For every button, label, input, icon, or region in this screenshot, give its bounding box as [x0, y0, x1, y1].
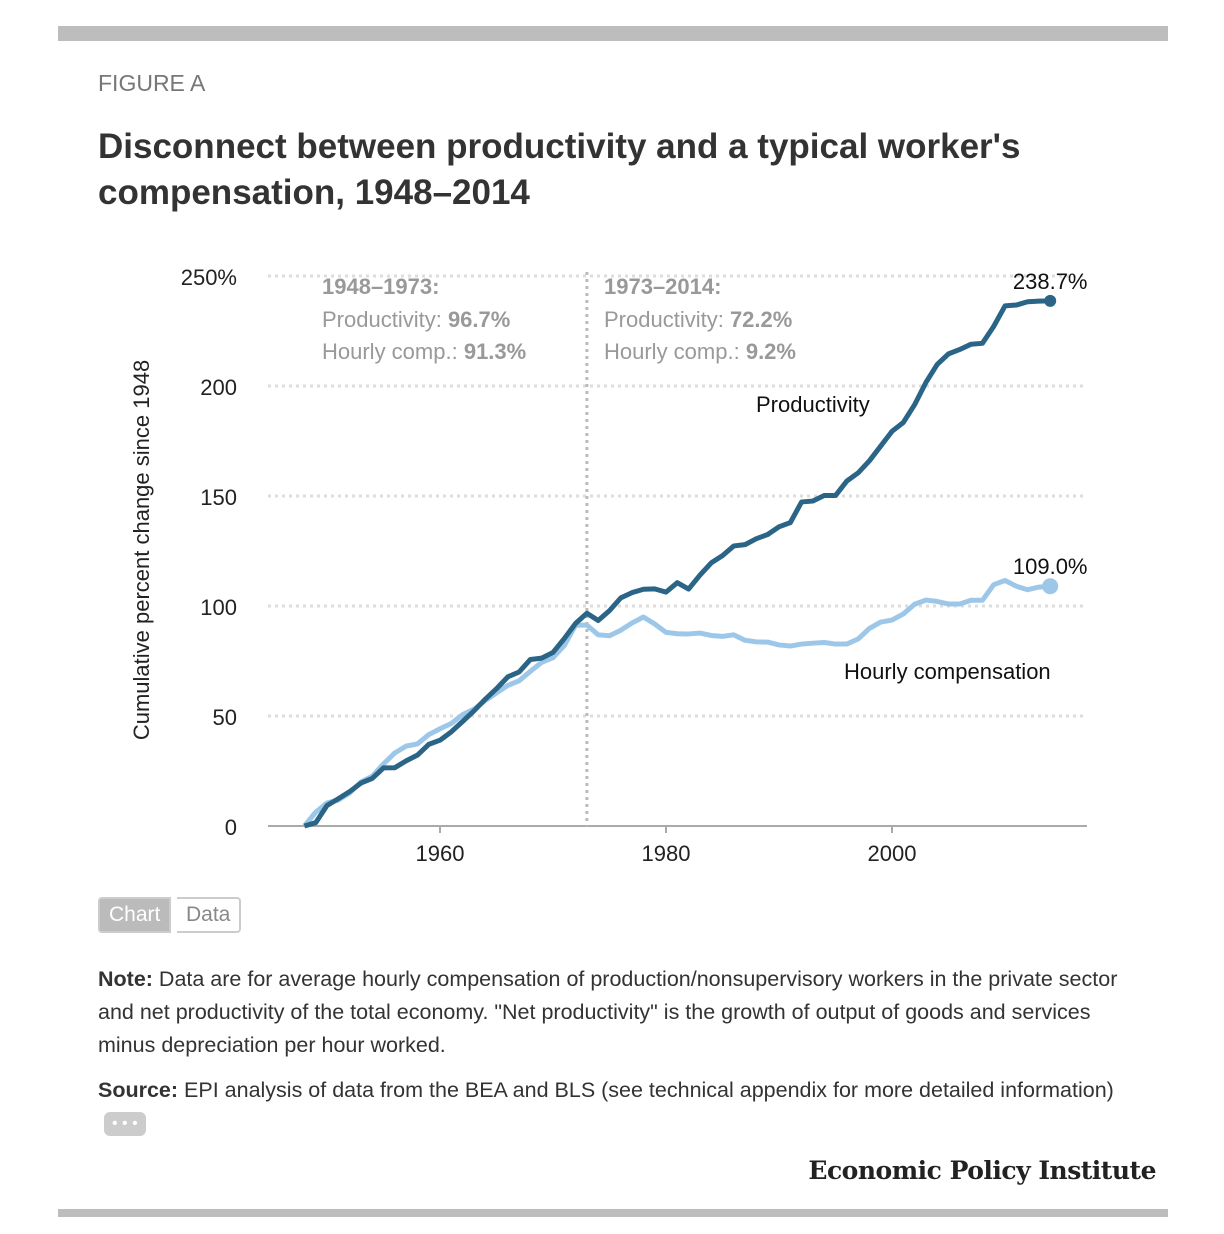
period-compensation: Hourly comp.: 9.2% — [604, 339, 796, 364]
x-tick-label: 2000 — [868, 841, 917, 866]
y-tick-label: 100 — [200, 595, 237, 620]
tab-data[interactable]: Data — [177, 897, 242, 933]
y-tick-label: 200 — [200, 375, 237, 400]
y-axis-label: Cumulative percent change since 1948 — [129, 360, 154, 740]
period-productivity: Productivity: 72.2% — [604, 307, 792, 332]
x-tick-label: 1960 — [416, 841, 465, 866]
series-line-productivity — [303, 298, 1051, 829]
bottom-rule — [58, 1209, 1168, 1217]
series-label-compensation: Hourly compensation — [844, 659, 1051, 684]
more-button[interactable]: • • • — [104, 1112, 146, 1137]
y-tick-label: 0 — [225, 815, 237, 840]
note-text: Data are for average hourly compensation… — [98, 967, 1118, 1057]
y-tick-label: 250% — [181, 265, 237, 290]
series-line-compensation — [302, 577, 1051, 828]
y-tick-label: 50 — [213, 705, 237, 730]
period-heading: 1948–1973: — [322, 274, 439, 299]
end-label: 238.7% — [1013, 269, 1088, 294]
x-tick-label: 1980 — [642, 841, 691, 866]
series-label-productivity: Productivity — [756, 392, 870, 417]
period-productivity: Productivity: 96.7% — [322, 307, 510, 332]
source-label: Source: — [98, 1078, 179, 1102]
source-text: EPI analysis of data from the BEA and BL… — [178, 1078, 1114, 1102]
end-point — [1042, 578, 1059, 595]
source: Source: EPI analysis of data from the BE… — [98, 1074, 1138, 1140]
tab-chart[interactable]: Chart — [98, 897, 172, 933]
note: Note: Data are for average hourly compen… — [98, 963, 1138, 1062]
end-label: 109.0% — [1013, 554, 1088, 579]
end-point — [1044, 294, 1057, 307]
note-label: Note: — [98, 967, 153, 991]
y-tick-label: 150 — [200, 485, 237, 510]
period-heading: 1973–2014: — [604, 274, 721, 299]
figure-label: FIGURE A — [98, 70, 206, 96]
period-compensation: Hourly comp.: 91.3% — [322, 339, 526, 364]
top-rule — [58, 26, 1168, 41]
chart-title: Disconnect between productivity and a ty… — [98, 127, 1021, 212]
logo: Economic Policy Institute — [808, 1156, 1156, 1185]
